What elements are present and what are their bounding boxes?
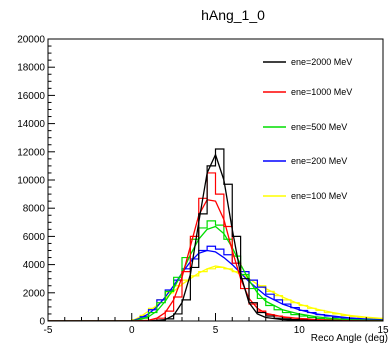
legend-label: ene=100 MeV	[291, 191, 347, 201]
y-tick-label: 20000	[17, 35, 45, 46]
y-tick-label: 10000	[17, 176, 45, 187]
x-tick-label: 15	[377, 325, 389, 336]
fit-curve-ene-1000-mev	[48, 199, 383, 321]
histogram-ene-500-mev	[48, 220, 383, 321]
x-axis-label: Reco Angle (deg)	[311, 333, 388, 344]
y-tick-label: 12000	[17, 147, 45, 158]
y-tick-label: 2000	[23, 288, 46, 299]
fit-curve-ene-500-mev	[48, 225, 383, 321]
y-tick-label: 14000	[17, 119, 45, 130]
y-tick-label: 8000	[23, 204, 46, 215]
x-tick-label: -5	[44, 325, 53, 336]
legend-label: ene=500 MeV	[291, 122, 347, 132]
y-tick-label: 18000	[17, 63, 45, 74]
y-tick-label: 4000	[23, 260, 46, 271]
x-tick-label: 10	[294, 325, 306, 336]
legend: ene=2000 MeV ene=1000 MeV ene=500 MeV ene=2…	[263, 57, 352, 201]
legend-label: ene=1000 MeV	[291, 87, 352, 97]
y-tick-label: 0	[39, 317, 45, 328]
x-tick-label: 0	[129, 325, 135, 336]
histogram-ene-200-mev	[48, 245, 383, 321]
y-tick-label: 6000	[23, 232, 46, 243]
legend-label: ene=2000 MeV	[291, 57, 352, 67]
axis-ticks: 0 2000 4000 6000 8000 10000 12000 14000 16000 180…	[17, 35, 389, 337]
x-tick-label: 5	[213, 325, 219, 336]
fit-curve-ene-100-mev	[48, 265, 383, 321]
fit-curve-ene-200-mev	[48, 249, 383, 321]
legend-label: ene=200 MeV	[291, 156, 347, 166]
chart-title: hAng_1_0	[201, 7, 265, 23]
y-tick-label: 16000	[17, 91, 45, 102]
plot-layer	[48, 148, 383, 321]
